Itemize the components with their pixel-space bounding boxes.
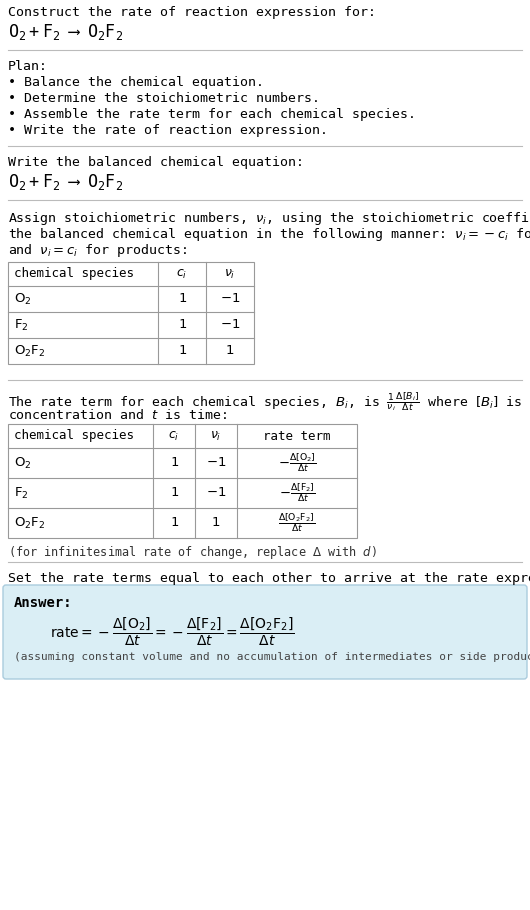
Text: chemical species: chemical species — [14, 268, 134, 280]
Text: $1$: $1$ — [225, 345, 235, 358]
Text: $\mathrm{F_2}$: $\mathrm{F_2}$ — [14, 318, 29, 332]
Text: 1: 1 — [170, 457, 178, 470]
Text: $\nu_i$: $\nu_i$ — [210, 430, 222, 442]
Text: $-1$: $-1$ — [220, 318, 240, 331]
Text: • Balance the chemical equation.: • Balance the chemical equation. — [8, 76, 264, 89]
Text: • Assemble the rate term for each chemical species.: • Assemble the rate term for each chemic… — [8, 108, 416, 121]
Text: 1: 1 — [178, 292, 186, 306]
Text: rate term: rate term — [263, 430, 331, 442]
Text: $-1$: $-1$ — [206, 487, 226, 500]
Text: $\mathrm{rate} = -\dfrac{\Delta[\mathrm{O_2}]}{\Delta t} = -\dfrac{\Delta[\mathr: $\mathrm{rate} = -\dfrac{\Delta[\mathrm{… — [50, 616, 295, 648]
Text: $1$: $1$ — [211, 517, 220, 530]
Text: $c_i$: $c_i$ — [169, 430, 180, 442]
Text: the balanced chemical equation in the following manner: $\nu_i = -c_i$ for react: the balanced chemical equation in the fo… — [8, 226, 530, 243]
Text: $-1$: $-1$ — [206, 457, 226, 470]
Text: 1: 1 — [178, 345, 186, 358]
Text: (assuming constant volume and no accumulation of intermediates or side products): (assuming constant volume and no accumul… — [14, 652, 530, 662]
Text: concentration and $t$ is time:: concentration and $t$ is time: — [8, 408, 227, 422]
Text: $\mathrm{F_2}$: $\mathrm{F_2}$ — [14, 485, 29, 501]
Text: $\mathrm{O_2F_2}$: $\mathrm{O_2F_2}$ — [14, 343, 46, 359]
FancyBboxPatch shape — [3, 585, 527, 679]
Bar — [8, 424, 357, 538]
Text: Set the rate terms equal to each other to arrive at the rate expression:: Set the rate terms equal to each other t… — [8, 572, 530, 585]
Text: $-\frac{\Delta[\mathrm{O_2}]}{\Delta t}$: $-\frac{\Delta[\mathrm{O_2}]}{\Delta t}$ — [278, 451, 316, 474]
Text: $\mathrm{O_2}$: $\mathrm{O_2}$ — [14, 291, 31, 307]
Text: $\mathtt{O_2 + F_2 \ \longrightarrow \ O_2F_2}$: $\mathtt{O_2 + F_2 \ \longrightarrow \ O… — [8, 22, 123, 42]
Text: chemical species: chemical species — [14, 430, 134, 442]
Text: Plan:: Plan: — [8, 60, 48, 73]
Text: $\nu_i$: $\nu_i$ — [224, 268, 236, 280]
Text: 1: 1 — [170, 487, 178, 500]
Text: • Write the rate of reaction expression.: • Write the rate of reaction expression. — [8, 124, 328, 137]
Text: $-\frac{\Delta[\mathrm{F_2}]}{\Delta t}$: $-\frac{\Delta[\mathrm{F_2}]}{\Delta t}$ — [279, 481, 315, 504]
Text: $-1$: $-1$ — [220, 292, 240, 306]
Text: $c_i$: $c_i$ — [176, 268, 188, 280]
Text: Write the balanced chemical equation:: Write the balanced chemical equation: — [8, 156, 304, 169]
Text: $\frac{\Delta[\mathrm{O_2F_2}]}{\Delta t}$: $\frac{\Delta[\mathrm{O_2F_2}]}{\Delta t… — [278, 511, 315, 534]
Bar — [8, 262, 254, 364]
Text: and $\nu_i = c_i$ for products:: and $\nu_i = c_i$ for products: — [8, 242, 187, 259]
Text: 1: 1 — [178, 318, 186, 331]
Text: • Determine the stoichiometric numbers.: • Determine the stoichiometric numbers. — [8, 92, 320, 105]
Text: $\mathtt{O_2 + F_2 \ \longrightarrow \ O_2F_2}$: $\mathtt{O_2 + F_2 \ \longrightarrow \ O… — [8, 172, 123, 192]
Text: (for infinitesimal rate of change, replace $\Delta$ with $d$): (for infinitesimal rate of change, repla… — [8, 544, 377, 561]
Text: Assign stoichiometric numbers, $\nu_i$, using the stoichiometric coefficients, $: Assign stoichiometric numbers, $\nu_i$, … — [8, 210, 530, 227]
Text: Construct the rate of reaction expression for:: Construct the rate of reaction expressio… — [8, 6, 376, 19]
Text: Answer:: Answer: — [14, 596, 73, 610]
Text: $\mathrm{O_2F_2}$: $\mathrm{O_2F_2}$ — [14, 515, 46, 531]
Text: The rate term for each chemical species, $B_i$, is $\frac{1}{\nu_i}\frac{\Delta[: The rate term for each chemical species,… — [8, 390, 530, 413]
Text: 1: 1 — [170, 517, 178, 530]
Text: $\mathrm{O_2}$: $\mathrm{O_2}$ — [14, 455, 31, 470]
